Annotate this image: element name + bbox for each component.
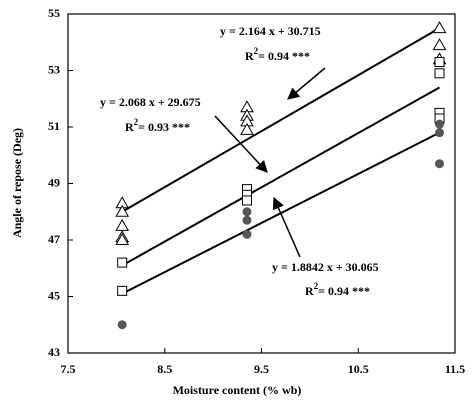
point <box>117 257 128 268</box>
point <box>242 215 252 225</box>
r2-value: = 0.94 *** <box>258 49 310 63</box>
point <box>435 119 445 129</box>
r2-sup: 2 <box>254 46 259 56</box>
x-tick-label: 7.5 <box>61 362 76 376</box>
point <box>435 159 445 169</box>
x-tick-label: 8.5 <box>157 362 172 376</box>
point <box>115 232 130 245</box>
point <box>434 57 445 68</box>
annotation-equation: y = 1.8842 x + 30.065 <box>272 260 379 274</box>
y-tick-label: 51 <box>48 119 60 133</box>
annotation-equation: y = 2.164 x + 30.715 <box>220 24 321 38</box>
point <box>115 204 130 217</box>
x-tick-label: 11.5 <box>445 362 465 376</box>
y-tick-label: 43 <box>48 345 60 359</box>
point <box>242 229 252 239</box>
point <box>117 285 128 296</box>
annotation-r2: R2= 0.94 *** <box>305 281 370 298</box>
arrow <box>287 67 326 100</box>
r2-value: = 0.93 *** <box>138 120 190 134</box>
plot-frame <box>67 13 456 354</box>
x-tick-label: 10.5 <box>348 362 369 376</box>
r2-label: R <box>125 120 134 134</box>
r2-value: = 0.94 *** <box>318 284 370 298</box>
point <box>241 195 252 206</box>
annotation-equation: y = 2.068 x + 29.675 <box>100 95 201 109</box>
fit-line <box>121 86 441 267</box>
point <box>115 218 130 231</box>
point <box>242 207 252 217</box>
annotation-r2: R2= 0.94 *** <box>245 46 310 63</box>
annotation-r2: R2= 0.93 *** <box>125 117 190 134</box>
r2-label: R <box>245 49 254 63</box>
r2-sup: 2 <box>134 117 139 127</box>
x-tick-label: 9.5 <box>254 362 269 376</box>
y-tick-label: 47 <box>48 232 60 246</box>
fit-line <box>121 131 440 295</box>
point <box>432 21 447 34</box>
y-tick-label: 49 <box>48 175 60 189</box>
r2-label: R <box>305 284 314 298</box>
y-axis-label: Angle of repose (Deg) <box>10 128 24 238</box>
point <box>435 128 445 138</box>
point <box>240 122 254 135</box>
r2-sup: 2 <box>314 281 319 291</box>
y-tick-label: 45 <box>48 288 60 302</box>
point <box>434 68 445 79</box>
fit-line <box>121 27 441 213</box>
point <box>432 38 447 51</box>
x-axis-label: Moisture content (% wb) <box>173 383 302 397</box>
point <box>117 320 127 330</box>
y-tick-label: 53 <box>48 62 60 76</box>
y-tick-label: 55 <box>48 6 60 20</box>
arrow <box>272 196 301 258</box>
